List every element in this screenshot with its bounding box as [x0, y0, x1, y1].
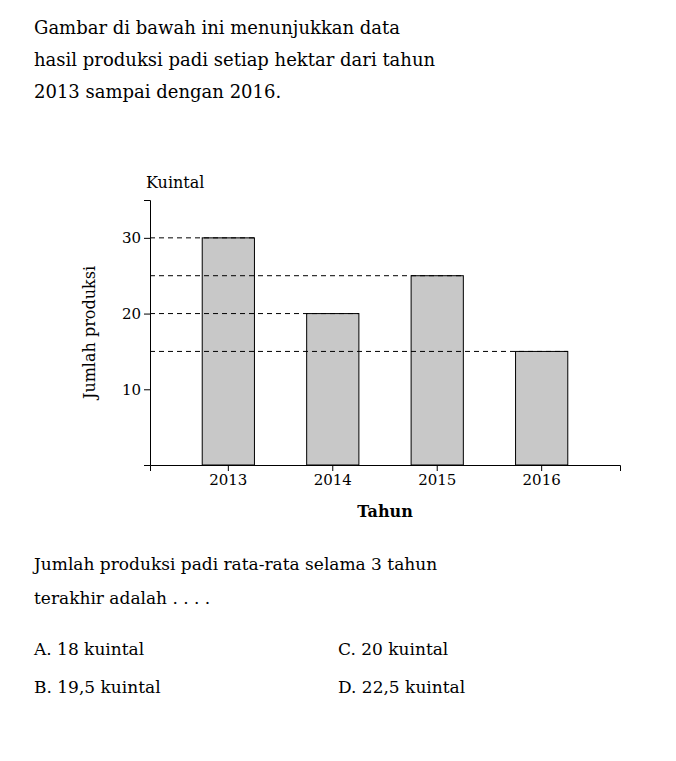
y-tick: 20 — [122, 305, 150, 323]
title: 2013 sampai dengan 2016. — [34, 81, 281, 102]
x-tick: 2015 — [418, 465, 456, 489]
y-tick: 30 — [122, 229, 150, 247]
x-axis: 2013 2014 2015 2016 — [151, 465, 621, 489]
option: B. 19,5 kuintal — [34, 677, 161, 697]
bar — [202, 238, 254, 465]
x-tick-label: 2016 — [523, 471, 561, 489]
title: Gambar di bawah ini menunjukkan data — [34, 17, 400, 38]
question: terakhir adalah . . . . — [34, 588, 210, 608]
bar — [307, 314, 359, 465]
x-tick: 2014 — [314, 465, 352, 489]
option: D. 22,5 kuintal — [338, 677, 465, 697]
chart: Gambar di bawah ini menunjukkan data hasi… — [0, 0, 676, 761]
x-tick: 2016 — [523, 465, 561, 489]
x-tick: 2013 — [209, 465, 247, 489]
y-tick-mark — [144, 238, 150, 239]
y-axis-line — [144, 201, 151, 466]
x-axis-title: Tahun — [357, 502, 413, 521]
option: C. 20 kuintal — [338, 639, 448, 659]
y-axis-title: Jumlah produksi — [80, 266, 99, 401]
bar — [411, 276, 463, 465]
plot-area — [150, 238, 568, 465]
x-tick-label: 2015 — [418, 471, 456, 489]
y-axis: 10 20 30 — [122, 201, 151, 466]
guide-line — [150, 313, 359, 314]
y-tick-mark — [144, 389, 150, 390]
guide-line — [150, 275, 463, 276]
y-unit-label: Kuintal — [146, 173, 204, 192]
y-tick-label: 30 — [122, 229, 141, 247]
guide-line — [150, 351, 568, 352]
guide-line — [150, 237, 254, 238]
y-tick-label: 10 — [122, 381, 141, 399]
y-tick-label: 20 — [122, 305, 141, 323]
option: A. 18 kuintal — [33, 639, 144, 659]
bar — [516, 351, 568, 465]
question: Jumlah produksi padi rata-rata selama 3 … — [32, 554, 437, 574]
y-tick: 10 — [122, 381, 150, 399]
x-tick-label: 2013 — [209, 471, 247, 489]
y-tick-mark — [144, 314, 150, 315]
x-tick-label: 2014 — [314, 471, 352, 489]
title: hasil produksi padi setiap hektar dari t… — [34, 49, 436, 70]
